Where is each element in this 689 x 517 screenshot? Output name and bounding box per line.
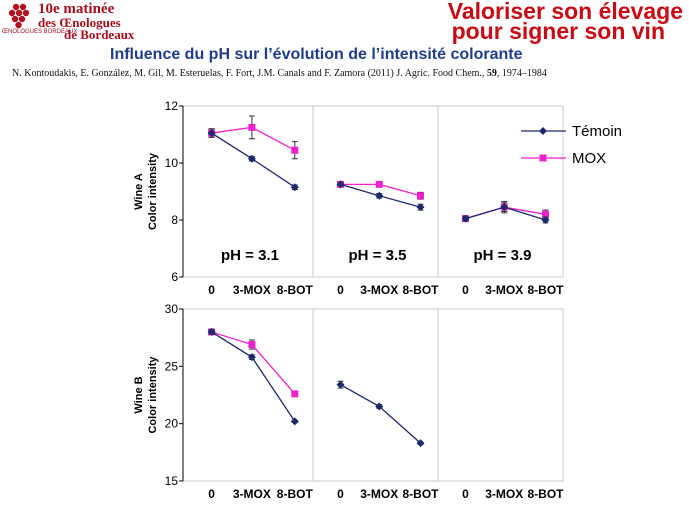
- x-tick-label: 3-MOX: [233, 487, 271, 501]
- legend: Témoin MOX: [521, 123, 622, 167]
- legend-label: Témoin: [572, 123, 622, 140]
- x-tick-label: 3-MOX: [360, 487, 398, 501]
- y-tick-label: 30: [165, 302, 179, 316]
- panel-2-1: 0 3-MOX 8-BOT: [207, 327, 314, 501]
- data-point: [290, 183, 299, 192]
- x-tick-label: 8-BOT: [277, 487, 314, 501]
- slogan-line-2: pour signer son vin: [451, 18, 665, 44]
- data-point: [248, 341, 256, 349]
- x-tick-label: 3-MOX: [485, 487, 523, 501]
- x-tick-label: 8-BOT: [277, 283, 314, 297]
- data-point: [375, 180, 383, 188]
- data-point: [291, 390, 299, 398]
- panel-1-3: 0 3-MOX 8-BOT pH = 3.9: [461, 200, 565, 297]
- header: ŒNOLOGUES BORDEAUX 10e matinée des Œnolo…: [0, 0, 689, 44]
- panel-1-2: 0 3-MOX 8-BOT pH = 3.5: [336, 180, 440, 297]
- data-point: [416, 203, 425, 212]
- data-point: [207, 129, 216, 138]
- data-point: [291, 146, 299, 154]
- panel-2-2: 0 3-MOX 8-BOT: [336, 380, 440, 501]
- panel-1-1: 0 3-MOX 8-BOT pH = 3.1: [207, 115, 314, 297]
- event-logo: ŒNOLOGUES BORDEAUX 10e matinée des Œnolo…: [0, 0, 150, 42]
- series-line: [340, 384, 421, 444]
- row-2: 15 20 25 30 Wine B Color intensity 0 3-MOX 8-BOT…: [133, 302, 564, 501]
- panel-frame: [182, 308, 564, 482]
- grape-cluster-icon: [8, 3, 30, 29]
- x-tick-label: 8-BOT: [528, 283, 565, 297]
- citation-pages: , 1974–1984: [496, 68, 547, 79]
- y-axis-title-line-1: Wine A: [133, 173, 145, 210]
- panel-2-3: 0 3-MOX 8-BOT: [462, 487, 564, 501]
- logo-subtext: ŒNOLOGUES BORDEAUX: [2, 29, 78, 35]
- y-tick-label: 10: [165, 156, 179, 170]
- x-tick-label: 0: [462, 487, 469, 501]
- x-tick-label: 0: [208, 487, 215, 501]
- legend-label: MOX: [572, 150, 606, 167]
- logo-line-1: 10e matinée: [38, 1, 115, 17]
- slogan-line-1: Valoriser son élevage: [447, 0, 683, 24]
- data-point: [247, 154, 256, 163]
- data-point: [416, 439, 425, 448]
- x-tick-label: 3-MOX: [485, 283, 523, 297]
- data-point: [247, 353, 256, 362]
- citation: N. Kontoudakis, E. González, M. Gil, M. …: [12, 68, 547, 79]
- y-tick-label: 6: [171, 270, 178, 284]
- x-tick-label: 0: [337, 487, 344, 501]
- data-point: [290, 417, 299, 426]
- data-point: [541, 216, 550, 224]
- data-point: [375, 402, 384, 411]
- legend-marker: [539, 154, 547, 162]
- citation-volume: 59: [486, 68, 497, 79]
- y-axis-title-line-2: Color intensity: [147, 152, 159, 230]
- y-tick-label: 20: [165, 417, 179, 431]
- y-tick-label: 12: [165, 99, 179, 113]
- data-point: [336, 380, 345, 389]
- data-point: [248, 123, 256, 131]
- x-tick-label: 0: [337, 283, 344, 297]
- slide-title: Influence du pH sur l’évolution de l’int…: [110, 46, 523, 63]
- y-axis-title-line-2: Color intensity: [147, 356, 159, 434]
- logo-line-2: des Œnologues: [38, 15, 121, 30]
- x-tick-label: 3-MOX: [360, 283, 398, 297]
- data-point: [461, 214, 470, 223]
- data-point: [375, 191, 384, 200]
- y-tick-label: 25: [165, 359, 179, 373]
- ph-annotation: pH = 3.9: [474, 247, 532, 264]
- data-point: [500, 203, 509, 212]
- row-1: 6 8 10 12 Wine A Color intensity 0 3-MOX 8-BOT pH…: [133, 99, 564, 297]
- x-tick-label: 3-MOX: [233, 283, 271, 297]
- ph-annotation: pH = 3.5: [349, 247, 407, 264]
- citation-text: N. Kontoudakis, E. González, M. Gil, M. …: [12, 68, 487, 79]
- x-tick-label: 0: [462, 283, 469, 297]
- data-point: [542, 210, 549, 218]
- data-point: [207, 327, 216, 336]
- y-tick-label: 8: [171, 213, 178, 227]
- x-tick-label: 8-BOT: [528, 487, 565, 501]
- x-tick-label: 8-BOT: [403, 487, 440, 501]
- y-tick-label: 15: [165, 474, 179, 488]
- x-tick-label: 8-BOT: [403, 283, 440, 297]
- data-point: [336, 180, 345, 189]
- x-tick-label: 0: [208, 283, 215, 297]
- y-axis-title-line-1: Wine B: [133, 376, 145, 413]
- ph-annotation: pH = 3.1: [221, 247, 279, 264]
- logo-line-3: de Bordeaux: [64, 27, 135, 42]
- data-point: [417, 192, 424, 200]
- legend-marker: [539, 127, 547, 135]
